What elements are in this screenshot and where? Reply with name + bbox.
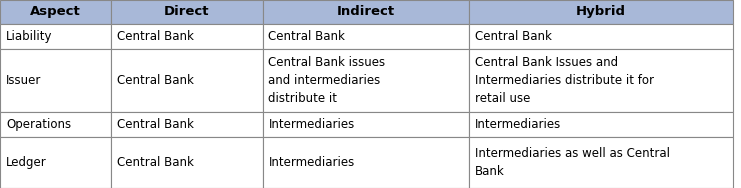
Text: Central Bank: Central Bank [117, 156, 194, 169]
Bar [0, 24, 111, 49]
Text: Central Bank Issues and
Intermediaries distribute it for
retail use: Central Bank Issues and Intermediaries d… [475, 56, 654, 105]
Text: Indirect: Indirect [337, 5, 395, 18]
Bar [262, 0, 470, 24]
Bar [262, 112, 470, 137]
Bar [470, 49, 733, 112]
Bar [0, 49, 111, 112]
Text: Central Bank: Central Bank [268, 30, 345, 43]
Text: Operations: Operations [6, 118, 71, 131]
Text: Direct: Direct [165, 5, 210, 18]
Bar [470, 137, 733, 188]
Text: Aspect: Aspect [30, 5, 81, 18]
Bar [111, 24, 262, 49]
Text: Intermediaries: Intermediaries [268, 118, 355, 131]
Text: Issuer: Issuer [6, 74, 41, 87]
Text: Central Bank: Central Bank [475, 30, 552, 43]
Bar [0, 0, 111, 24]
Text: Intermediaries: Intermediaries [268, 156, 355, 169]
Text: Central Bank: Central Bank [117, 74, 194, 87]
Bar [0, 112, 111, 137]
Bar [470, 112, 733, 137]
Text: Central Bank issues
and intermediaries
distribute it: Central Bank issues and intermediaries d… [268, 56, 385, 105]
Bar [111, 49, 262, 112]
Bar [111, 0, 262, 24]
Bar [262, 137, 470, 188]
Bar [111, 112, 262, 137]
Text: Liability: Liability [6, 30, 53, 43]
Bar [111, 137, 262, 188]
Bar [0, 137, 111, 188]
Bar [262, 49, 470, 112]
Text: Intermediaries as well as Central
Bank: Intermediaries as well as Central Bank [475, 147, 671, 178]
Text: Ledger: Ledger [6, 156, 47, 169]
Bar [262, 24, 470, 49]
Bar [470, 0, 733, 24]
Text: Intermediaries: Intermediaries [475, 118, 562, 131]
Bar [470, 24, 733, 49]
Text: Hybrid: Hybrid [576, 5, 626, 18]
Text: Central Bank: Central Bank [117, 118, 194, 131]
Text: Central Bank: Central Bank [117, 30, 194, 43]
